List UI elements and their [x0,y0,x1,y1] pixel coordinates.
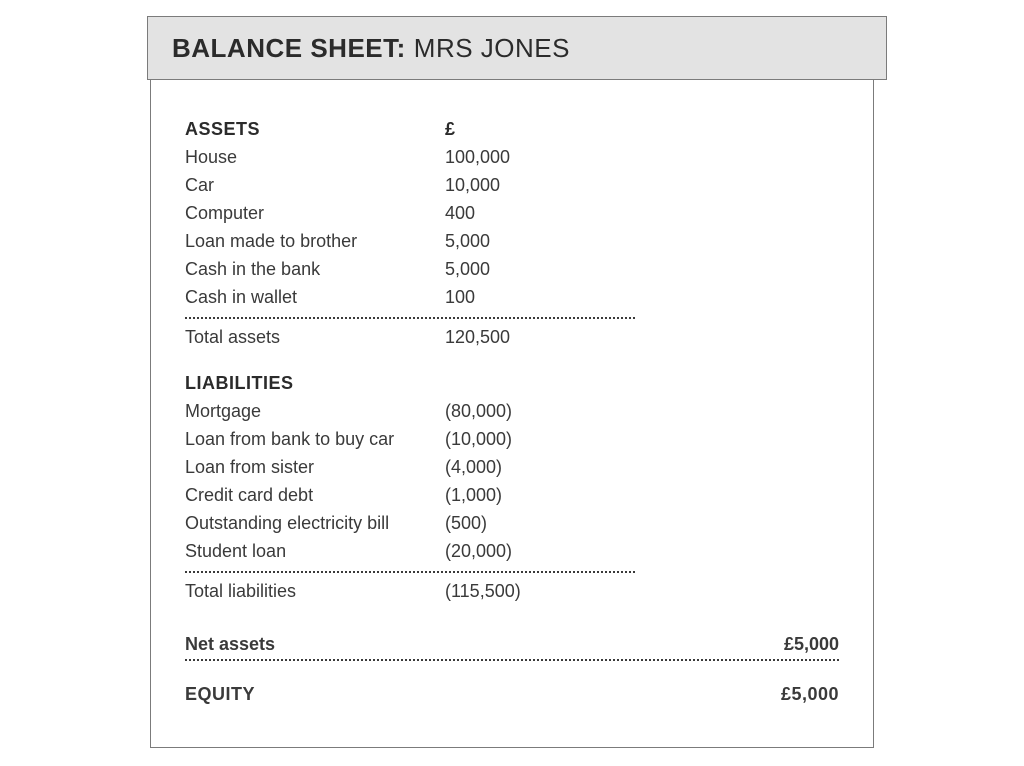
liability-row: Loan from sister(4,000) [185,453,635,481]
liability-row: Credit card debt(1,000) [185,481,635,509]
liability-label: Student loan [185,537,445,565]
liability-label: Mortgage [185,397,445,425]
asset-value: 5,000 [445,227,635,255]
net-assets-label: Net assets [185,635,275,653]
net-assets-row: Net assets £5,000 [185,631,839,661]
liability-value: (10,000) [445,425,635,453]
asset-value: 100 [445,283,635,311]
equity-row: EQUITY £5,000 [185,685,839,703]
header-title-name: MRS JONES [414,33,570,64]
asset-value: 100,000 [445,143,635,171]
asset-label: Car [185,171,445,199]
asset-row: Cash in the bank5,000 [185,255,635,283]
header-bar: BALANCE SHEET: MRS JONES [147,16,887,80]
liability-label: Credit card debt [185,481,445,509]
liability-row: Student loan(20,000) [185,537,635,565]
liability-value: (1,000) [445,481,635,509]
equity-value: £5,000 [781,685,839,703]
asset-value: 5,000 [445,255,635,283]
liability-value: (80,000) [445,397,635,425]
asset-value: 10,000 [445,171,635,199]
content: ASSETS £ House100,000Car10,000Computer40… [185,115,839,727]
balance-sheet: BALANCE SHEET: MRS JONES ASSETS £ House1… [150,18,874,748]
liabilities-total-label: Total liabilities [185,577,445,605]
asset-label: Cash in the bank [185,255,445,283]
liabilities-section: LIABILITIES Mortgage(80,000)Loan from ba… [185,369,635,605]
asset-label: Cash in wallet [185,283,445,311]
asset-row: Loan made to brother5,000 [185,227,635,255]
currency-heading: £ [445,115,635,143]
liability-row: Outstanding electricity bill(500) [185,509,635,537]
asset-value: 400 [445,199,635,227]
liability-row: Mortgage(80,000) [185,397,635,425]
liabilities-heading: LIABILITIES [185,369,445,397]
asset-row: House100,000 [185,143,635,171]
liabilities-divider [185,571,635,573]
liability-label: Loan from bank to buy car [185,425,445,453]
equity-label: EQUITY [185,685,255,703]
asset-row: Car10,000 [185,171,635,199]
liability-label: Loan from sister [185,453,445,481]
liability-value: (500) [445,509,635,537]
net-assets-value: £5,000 [784,635,839,653]
assets-heading: ASSETS [185,115,445,143]
asset-row: Computer400 [185,199,635,227]
assets-total-value: 120,500 [445,323,635,351]
assets-section: ASSETS £ House100,000Car10,000Computer40… [185,115,635,351]
liability-value: (4,000) [445,453,635,481]
liability-row: Loan from bank to buy car(10,000) [185,425,635,453]
liabilities-total-value: (115,500) [445,577,635,605]
asset-label: Computer [185,199,445,227]
assets-total-label: Total assets [185,323,445,351]
liability-value: (20,000) [445,537,635,565]
header-title-bold: BALANCE SHEET: [172,33,406,64]
asset-label: Loan made to brother [185,227,445,255]
liability-label: Outstanding electricity bill [185,509,445,537]
assets-divider [185,317,635,319]
asset-row: Cash in wallet100 [185,283,635,311]
asset-label: House [185,143,445,171]
